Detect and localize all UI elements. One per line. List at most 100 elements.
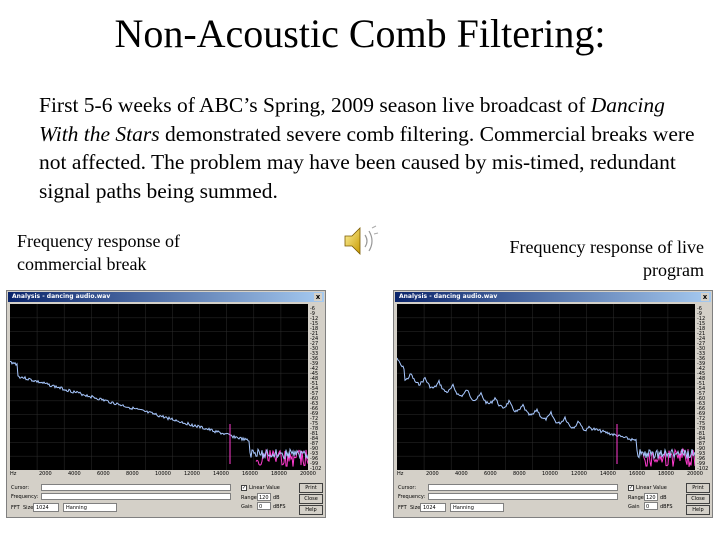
window-select[interactable]: Hanning <box>450 503 504 512</box>
show-title: Dancing With the Stars <box>39 93 665 146</box>
range-label: Range <box>628 495 644 501</box>
x-tick-label: 6000 <box>97 471 110 477</box>
y-tick-label: -54 <box>310 386 319 392</box>
x-tick-label: 8000 <box>513 471 526 477</box>
y-tick-label: -93 <box>697 451 706 457</box>
y-tick-label: -84 <box>310 436 319 442</box>
y-tick-label: -42 <box>697 366 706 372</box>
y-tick-label: -75 <box>697 421 706 427</box>
speaker-sound-icon[interactable] <box>343 224 379 258</box>
y-tick-label: -87 <box>310 441 319 447</box>
spectrum-plot <box>10 304 308 470</box>
gain-label: Gain <box>241 504 253 510</box>
frequency-field <box>41 493 231 500</box>
y-tick-label: -84 <box>697 436 706 442</box>
y-tick-label: -51 <box>310 381 319 387</box>
x-tick-label: 14000 <box>600 471 616 477</box>
body-paragraph: First 5-6 weeks of ABC’s Spring, 2009 se… <box>39 91 699 205</box>
y-tick-label: -36 <box>697 356 706 362</box>
size-select[interactable]: 1024 <box>420 503 446 512</box>
frequency-label: Frequency: <box>398 494 426 500</box>
y-tick-label: -42 <box>310 366 319 372</box>
y-tick-label: -48 <box>310 376 319 382</box>
cursor-label: Cursor: <box>398 485 417 491</box>
y-tick-label: -66 <box>697 406 706 412</box>
range-input[interactable]: 120 <box>257 493 271 501</box>
size-label: Size: <box>23 505 35 511</box>
help-button[interactable]: Help <box>686 505 710 515</box>
size-label: Size: <box>410 505 422 511</box>
noise-trace <box>642 447 695 468</box>
print-button[interactable]: Print <box>686 483 710 493</box>
y-tick-label: -15 <box>697 321 706 327</box>
x-tick-label: 16000 <box>242 471 258 477</box>
gain-unit: dBFS <box>273 504 286 510</box>
range-unit: dB <box>660 495 667 501</box>
y-tick-label: -33 <box>697 351 706 357</box>
y-tick-label: -6 <box>697 306 702 312</box>
close-button[interactable]: Close <box>686 494 710 504</box>
y-tick-label: -99 <box>310 461 319 467</box>
y-tick-label: -90 <box>310 446 319 452</box>
size-select[interactable]: 1024 <box>33 503 59 512</box>
window-titlebar[interactable]: Analysis - dancing audio.wav x <box>8 292 324 302</box>
y-tick-label: -60 <box>310 396 319 402</box>
close-button[interactable]: Close <box>299 494 323 504</box>
caption-live-program: Frequency response of live program <box>509 237 704 280</box>
linear-checkbox[interactable]: ✓ <box>628 485 634 491</box>
x-tick-label: 14000 <box>213 471 229 477</box>
y-tick-label: -102 <box>697 466 709 472</box>
y-tick-label: -33 <box>310 351 319 357</box>
y-tick-label: -12 <box>310 316 319 322</box>
window-select[interactable]: Hanning <box>63 503 117 512</box>
cursor-field <box>41 484 231 491</box>
frequency-field <box>428 493 618 500</box>
y-tick-label: -18 <box>310 326 319 332</box>
cursor-label: Cursor: <box>11 485 30 491</box>
x-tick-label: 18000 <box>271 471 287 477</box>
spectrum-graph-live <box>397 304 695 470</box>
y-tick-label: -93 <box>310 451 319 457</box>
x-tick-label: Hz <box>10 471 17 477</box>
gain-input[interactable]: 0 <box>257 502 271 510</box>
spectrum-plot <box>397 304 695 470</box>
y-tick-label: -96 <box>697 456 706 462</box>
y-tick-label: -90 <box>697 446 706 452</box>
linear-checkbox[interactable]: ✓ <box>241 485 247 491</box>
range-input[interactable]: 120 <box>644 493 658 501</box>
y-tick-label: -45 <box>697 371 706 377</box>
x-tick-label: 8000 <box>126 471 139 477</box>
y-tick-label: -27 <box>697 341 706 347</box>
paragraph-text-2: demonstrated severe comb filtering. Comm… <box>39 121 695 203</box>
y-tick-label: -36 <box>310 356 319 362</box>
cursor-field <box>428 484 618 491</box>
y-tick-label: -9 <box>697 311 702 317</box>
y-tick-label: -99 <box>697 461 706 467</box>
analysis-window-commercial: Analysis - dancing audio.wav x -6 -9 -12 -1… <box>6 290 326 518</box>
x-axis-ticks: Hz 2000 4000 6000 8000 10000 12000 14000 16000 18… <box>397 471 703 479</box>
y-tick-label: -57 <box>310 391 319 397</box>
gain-label: Gain <box>628 504 640 510</box>
print-button[interactable]: Print <box>299 483 323 493</box>
x-tick-label: 12000 <box>571 471 587 477</box>
y-tick-label: -66 <box>310 406 319 412</box>
window-titlebar[interactable]: Analysis - dancing audio.wav x <box>395 292 711 302</box>
y-tick-label: -48 <box>697 376 706 382</box>
x-tick-label: 4000 <box>68 471 81 477</box>
x-tick-label: 10000 <box>542 471 558 477</box>
y-tick-label: -63 <box>697 401 706 407</box>
linear-value-label: Linear Value <box>249 485 280 491</box>
close-icon[interactable]: x <box>314 293 322 301</box>
y-tick-label: -12 <box>697 316 706 322</box>
help-button[interactable]: Help <box>299 505 323 515</box>
range-label: Range <box>241 495 257 501</box>
y-tick-label: -30 <box>697 346 706 352</box>
gain-input[interactable]: 0 <box>644 502 658 510</box>
y-tick-label: -9 <box>310 311 315 317</box>
slide-title: Non-Acoustic Comb Filtering: <box>114 11 606 56</box>
y-tick-label: -39 <box>697 361 706 367</box>
x-tick-label: 6000 <box>484 471 497 477</box>
close-icon[interactable]: x <box>701 293 709 301</box>
fft-label: FFT <box>398 505 407 511</box>
y-tick-label: -6 <box>310 306 315 312</box>
